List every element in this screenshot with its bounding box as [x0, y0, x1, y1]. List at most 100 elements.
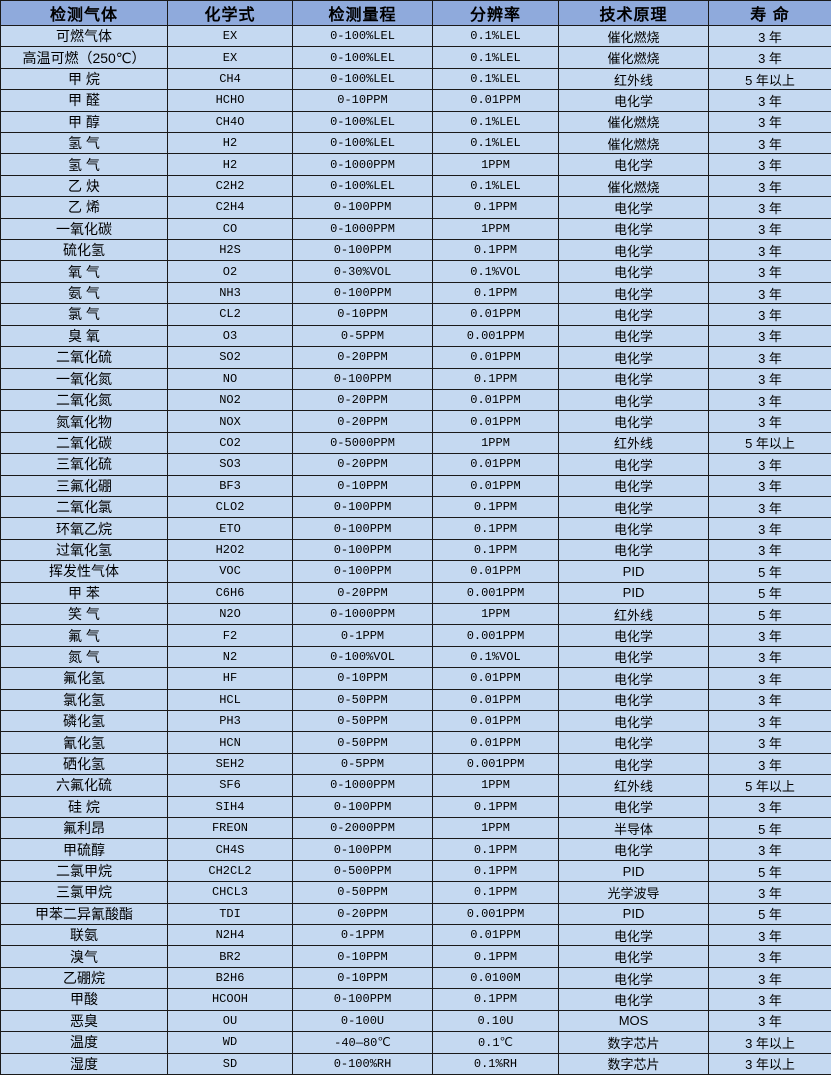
cell-formula: OU — [167, 1009, 293, 1033]
cell-gas: 高温可燃（250℃） — [0, 46, 168, 69]
cell-res: 1PPM — [432, 153, 559, 176]
cell-range: 0-50PPM — [292, 688, 433, 712]
table-header: 检测气体 化学式 检测量程 分辨率 技术原理寿 命 — [0, 0, 831, 26]
cell-res: 0.1PPM — [432, 795, 559, 819]
cell-res: 0.1%LEL — [432, 174, 559, 198]
cell-tech: 电化学 — [558, 453, 709, 476]
cell-life: 3 年 — [708, 966, 831, 990]
cell-gas: 甲苯二异氰酸酯 — [0, 902, 168, 926]
column-header-life: 寿 命 — [708, 0, 831, 26]
cell-range: 0-100U — [292, 1009, 433, 1033]
table-row: 三氯甲烷 CHCL3 0-50PPM 0.1PPM 光学波导 3 年 — [0, 881, 831, 904]
cell-gas: 一氧化碳 — [0, 217, 168, 241]
cell-tech: 催化燃烧 — [558, 24, 709, 48]
cell-formula: NOX — [167, 410, 293, 433]
cell-range: 0-20PPM — [292, 581, 433, 604]
cell-res: 0.1℃ — [432, 1031, 559, 1054]
cell-res: 0.1PPM — [432, 859, 559, 883]
cell-gas: 臭 氧 — [0, 324, 168, 348]
cell-range: 0-10PPM — [292, 945, 433, 968]
cell-tech: PID — [558, 902, 709, 926]
cell-gas: 氨 气 — [0, 281, 168, 305]
cell-tech: 光学波导 — [558, 881, 709, 904]
table-row: 乙硼烷 B2H6 0-10PPM 0.0100M 电化学 3 年 — [0, 966, 831, 990]
cell-tech: 电化学 — [558, 688, 709, 712]
cell-range: 0-100%LEL — [292, 46, 433, 69]
cell-res: 0.1PPM — [432, 196, 559, 219]
cell-formula: CH4S — [167, 838, 293, 861]
column-header-res: 分辨率 — [432, 0, 559, 26]
cell-res: 1PPM — [432, 217, 559, 241]
cell-life: 3 年 — [708, 153, 831, 176]
cell-formula: NO2 — [167, 388, 293, 412]
cell-life: 3 年 — [708, 924, 831, 947]
cell-life: 5 年以上 — [708, 431, 831, 455]
cell-life: 3 年 — [708, 945, 831, 968]
cell-formula: CH2CL2 — [167, 859, 293, 883]
table-row: 可燃气体 EX 0-100%LEL 0.1%LEL 催化燃烧 3 年 — [0, 24, 831, 48]
cell-tech: PID — [558, 581, 709, 604]
table-row: 硫化氢 H2S 0-100PPM 0.1PPM 电化学 3 年 — [0, 239, 831, 262]
cell-range: -40—80℃ — [292, 1031, 433, 1054]
table-row: 湿度 SD 0-100%RH 0.1%RH 数字芯片 3 年以上 — [0, 1052, 831, 1075]
cell-tech: 电化学 — [558, 281, 709, 305]
cell-gas: 二氧化氮 — [0, 388, 168, 412]
cell-formula: WD — [167, 1031, 293, 1054]
table-row: 氢 气 H2 0-100%LEL 0.1%LEL 催化燃烧 3 年 — [0, 132, 831, 155]
cell-res: 0.01PPM — [432, 731, 559, 754]
table-row: 氮 气 N2 0-100%VOL 0.1%VOL 电化学 3 年 — [0, 645, 831, 669]
cell-gas: 过氧化氢 — [0, 538, 168, 562]
cell-formula: HCL — [167, 688, 293, 712]
cell-res: 0.1%LEL — [432, 67, 559, 91]
cell-formula: EX — [167, 46, 293, 69]
cell-gas: 氰化氢 — [0, 731, 168, 754]
cell-formula: CO — [167, 217, 293, 241]
cell-life: 3 年 — [708, 367, 831, 390]
cell-res: 1PPM — [432, 431, 559, 455]
cell-range: 0-20PPM — [292, 388, 433, 412]
cell-range: 0-30%VOL — [292, 260, 433, 283]
cell-gas: 磷化氢 — [0, 709, 168, 733]
cell-range: 0-2000PPM — [292, 817, 433, 840]
table-row: 二氧化氯 CLO2 0-100PPM 0.1PPM 电化学 3 年 — [0, 495, 831, 519]
cell-life: 5 年以上 — [708, 774, 831, 797]
cell-range: 0-10PPM — [292, 89, 433, 112]
cell-formula: H2 — [167, 153, 293, 176]
cell-tech: 电化学 — [558, 945, 709, 968]
cell-tech: 催化燃烧 — [558, 46, 709, 69]
cell-life: 3 年 — [708, 731, 831, 754]
table-row: 联氨 N2H4 0-1PPM 0.01PPM 电化学 3 年 — [0, 924, 831, 947]
cell-life: 3 年 — [708, 538, 831, 562]
cell-life: 3 年 — [708, 89, 831, 112]
cell-tech: 电化学 — [558, 924, 709, 947]
cell-res: 0.001PPM — [432, 581, 559, 604]
cell-life: 3 年 — [708, 196, 831, 219]
cell-formula: CH4 — [167, 67, 293, 91]
table-row: 氧 气 O2 0-30%VOL 0.1%VOL 电化学 3 年 — [0, 260, 831, 283]
cell-life: 3 年 — [708, 667, 831, 690]
cell-tech: 电化学 — [558, 153, 709, 176]
cell-tech: 电化学 — [558, 709, 709, 733]
cell-res: 0.1PPM — [432, 239, 559, 262]
cell-range: 0-100PPM — [292, 281, 433, 305]
cell-res: 0.1%LEL — [432, 24, 559, 48]
cell-tech: 电化学 — [558, 474, 709, 497]
cell-res: 0.01PPM — [432, 410, 559, 433]
cell-life: 3 年 — [708, 239, 831, 262]
table-row: 甲 烷 CH4 0-100%LEL 0.1%LEL 红外线 5 年以上 — [0, 67, 831, 91]
cell-res: 0.1PPM — [432, 945, 559, 968]
table-row: 氮氧化物 NOX 0-20PPM 0.01PPM 电化学 3 年 — [0, 410, 831, 433]
cell-range: 0-100%LEL — [292, 174, 433, 198]
table-row: 硒化氢 SEH2 0-5PPM 0.001PPM 电化学 3 年 — [0, 752, 831, 776]
cell-formula: N2H4 — [167, 924, 293, 947]
cell-range: 0-100PPM — [292, 838, 433, 861]
cell-gas: 氯化氢 — [0, 688, 168, 712]
table-row: 甲 苯 C6H6 0-20PPM 0.001PPM PID 5 年 — [0, 581, 831, 604]
cell-res: 0.10U — [432, 1009, 559, 1033]
cell-gas: 甲硫醇 — [0, 838, 168, 861]
table-row: 恶臭 OU 0-100U 0.10U MOS 3 年 — [0, 1009, 831, 1033]
cell-formula: HCOOH — [167, 988, 293, 1011]
cell-res: 1PPM — [432, 774, 559, 797]
cell-gas: 甲 醛 — [0, 89, 168, 112]
cell-res: 0.001PPM — [432, 624, 559, 647]
